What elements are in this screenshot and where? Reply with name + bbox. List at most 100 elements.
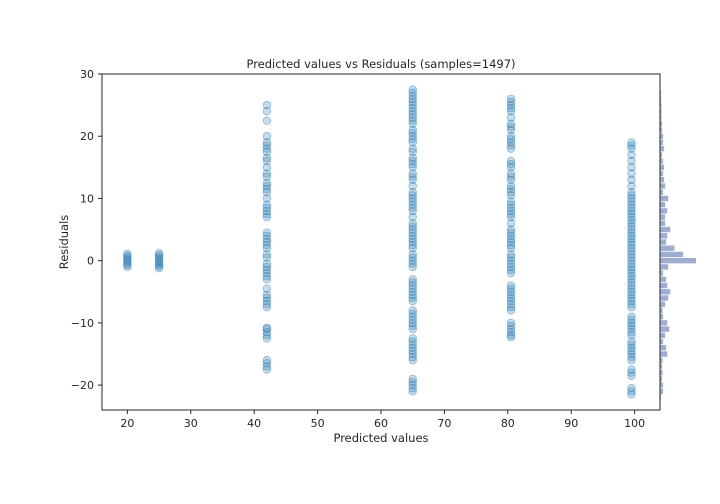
scatter-point: [506, 191, 516, 200]
scatter-point: [506, 290, 516, 300]
scatter-point: [408, 107, 417, 116]
scatter-point: [506, 206, 516, 216]
scatter-point: [627, 231, 636, 240]
histogram-bar: [660, 320, 668, 326]
scatter-point: [408, 197, 417, 206]
scatter-point: [408, 188, 417, 197]
scatter-point: [408, 206, 417, 216]
x-tick-label: 70: [437, 417, 451, 430]
scatter-point: [262, 259, 272, 268]
histogram-bar: [660, 177, 665, 183]
scatter-point: [627, 216, 636, 225]
scatter-point: [408, 346, 417, 356]
scatter-point: [262, 209, 272, 219]
histogram-bar: [660, 189, 664, 195]
scatter-point: [627, 303, 636, 312]
scatter-point: [627, 203, 636, 212]
scatter-point: [408, 284, 417, 293]
histogram-bar: [660, 226, 671, 233]
histogram-bar: [660, 170, 664, 177]
histogram-bar: [660, 201, 666, 208]
scatter-point: [627, 281, 636, 290]
scatter-point: [408, 172, 417, 181]
x-tick-label: 30: [184, 417, 198, 430]
scatter-point: [262, 323, 272, 333]
scatter-point: [408, 163, 417, 172]
scatter-point: [506, 256, 516, 265]
scatter-point: [627, 278, 636, 287]
histogram-bar: [660, 326, 670, 332]
scatter-point: [408, 281, 417, 290]
scatter-point: [408, 340, 417, 349]
scatter-point: [627, 206, 636, 216]
scatter-point: [408, 321, 417, 331]
scatter-point: [154, 260, 164, 269]
scatter-point: [408, 343, 417, 352]
scatter-point: [154, 248, 164, 258]
scatter-point: [262, 275, 272, 284]
scatter-point: [506, 125, 516, 135]
scatter-point: [627, 253, 636, 262]
scatter-point: [506, 219, 516, 228]
scatter-point: [506, 172, 516, 181]
scatter-point: [506, 163, 516, 172]
scatter-point: [506, 209, 516, 219]
scatter-point: [262, 334, 272, 343]
scatter-point: [627, 169, 636, 178]
scatter-point: [262, 290, 272, 300]
histogram-bar: [660, 152, 663, 158]
scatter-point: [408, 377, 417, 387]
scatter-point: [627, 312, 636, 321]
scatter-point: [627, 387, 636, 396]
scatter-point: [262, 100, 272, 110]
histogram-bar: [660, 133, 664, 139]
scatter-point: [627, 321, 636, 331]
scatter-point: [262, 324, 272, 334]
scatter-point: [408, 352, 417, 362]
scatter-point: [627, 225, 636, 234]
scatter-point: [408, 200, 417, 209]
histogram-bar: [660, 338, 664, 345]
scatter-point: [262, 293, 272, 303]
scatter-point: [627, 138, 636, 147]
scatter-point: [627, 356, 636, 365]
x-axis-label: Predicted values: [333, 431, 428, 445]
plot-area: [101, 73, 661, 411]
scatter-point: [408, 259, 417, 268]
scatter-point: [506, 287, 516, 296]
scatter-point: [262, 107, 272, 116]
scatter-point: [262, 331, 272, 340]
x-tick-label: 60: [374, 417, 388, 430]
scatter-point: [408, 156, 417, 166]
scatter-point: [506, 333, 516, 342]
scatter-point: [506, 284, 516, 293]
histogram-bar: [660, 357, 663, 363]
scatter-point: [262, 359, 272, 368]
scatter-point: [506, 318, 516, 328]
scatter-point: [408, 318, 417, 328]
scatter-point: [506, 296, 516, 306]
scatter-point: [408, 97, 417, 107]
scatter-point: [627, 250, 636, 259]
scatter-point: [506, 100, 516, 110]
scatter-point: [262, 284, 272, 293]
scatter-point: [627, 188, 636, 197]
scatter-point: [506, 250, 516, 259]
scatter-point: [627, 156, 636, 166]
scatter-point: [123, 262, 132, 272]
scatter-point: [408, 110, 417, 119]
y-axis-label: Residuals: [57, 215, 71, 270]
histogram-bar: [660, 183, 666, 189]
scatter-point: [123, 255, 132, 264]
scatter-point: [262, 234, 272, 244]
scatter-point: [154, 256, 164, 265]
scatter-point: [627, 352, 636, 362]
scatter-point: [408, 91, 417, 100]
scatter-point: [627, 275, 636, 284]
scatter-point: [506, 203, 516, 212]
scatter-point: [627, 191, 636, 200]
scatter-point: [262, 153, 272, 163]
y-tick-label: −10: [71, 317, 94, 330]
histogram-bar: [660, 313, 664, 320]
scatter-point: [408, 100, 417, 110]
